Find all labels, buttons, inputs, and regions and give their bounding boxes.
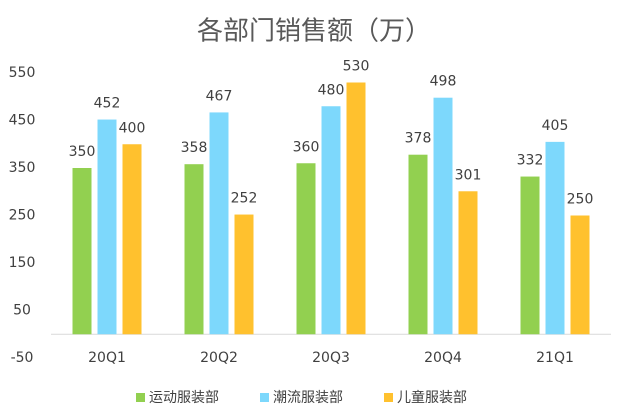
data-label: 480 [318, 82, 345, 98]
bar [570, 215, 590, 335]
data-label: 467 [206, 88, 233, 104]
data-label: 452 [94, 96, 121, 112]
bar [209, 112, 229, 335]
x-tick-label: 20Q2 [200, 350, 238, 366]
data-label: 530 [343, 59, 370, 75]
bar [346, 82, 366, 335]
data-label: 350 [69, 144, 96, 160]
y-tick-label: 250 [9, 208, 36, 224]
bar [408, 154, 428, 335]
bar [433, 97, 453, 335]
data-label: 301 [455, 167, 482, 183]
data-label: 332 [517, 153, 544, 169]
x-tick-label: 20Q1 [88, 350, 126, 366]
bar [122, 144, 142, 335]
chart-title: 各部门销售额（万） [197, 17, 431, 47]
legend-label: 潮流服装部 [273, 390, 343, 406]
legend-swatch [136, 393, 145, 402]
x-tick-label: 20Q3 [312, 350, 350, 366]
data-label: 252 [231, 191, 258, 207]
data-label: 358 [181, 140, 208, 156]
bar [520, 176, 540, 335]
x-tick-label: 21Q1 [536, 350, 574, 366]
bar [545, 141, 565, 335]
y-tick-label: 450 [9, 113, 36, 129]
bar [234, 214, 254, 335]
y-tick-label: 550 [9, 65, 36, 81]
bar [72, 168, 92, 335]
y-tick-label: 50 [13, 303, 31, 319]
legend-label: 儿童服装部 [397, 389, 467, 406]
data-label: 378 [405, 131, 432, 147]
y-tick-label: -50 [11, 350, 34, 366]
data-label: 360 [293, 139, 320, 155]
data-label: 498 [430, 74, 457, 90]
bar [458, 191, 478, 335]
bar [321, 106, 341, 335]
y-tick-label: 350 [9, 160, 36, 176]
bar [184, 164, 204, 335]
legend-swatch [384, 393, 393, 402]
legend-swatch [260, 393, 269, 402]
data-label: 400 [119, 120, 146, 136]
y-tick-label: 150 [9, 255, 36, 271]
bar [296, 163, 316, 335]
data-label: 250 [567, 192, 594, 208]
data-label: 405 [542, 118, 569, 134]
legend-label: 运动服装部 [149, 390, 219, 406]
bar [97, 119, 117, 335]
x-tick-label: 20Q4 [424, 350, 462, 366]
